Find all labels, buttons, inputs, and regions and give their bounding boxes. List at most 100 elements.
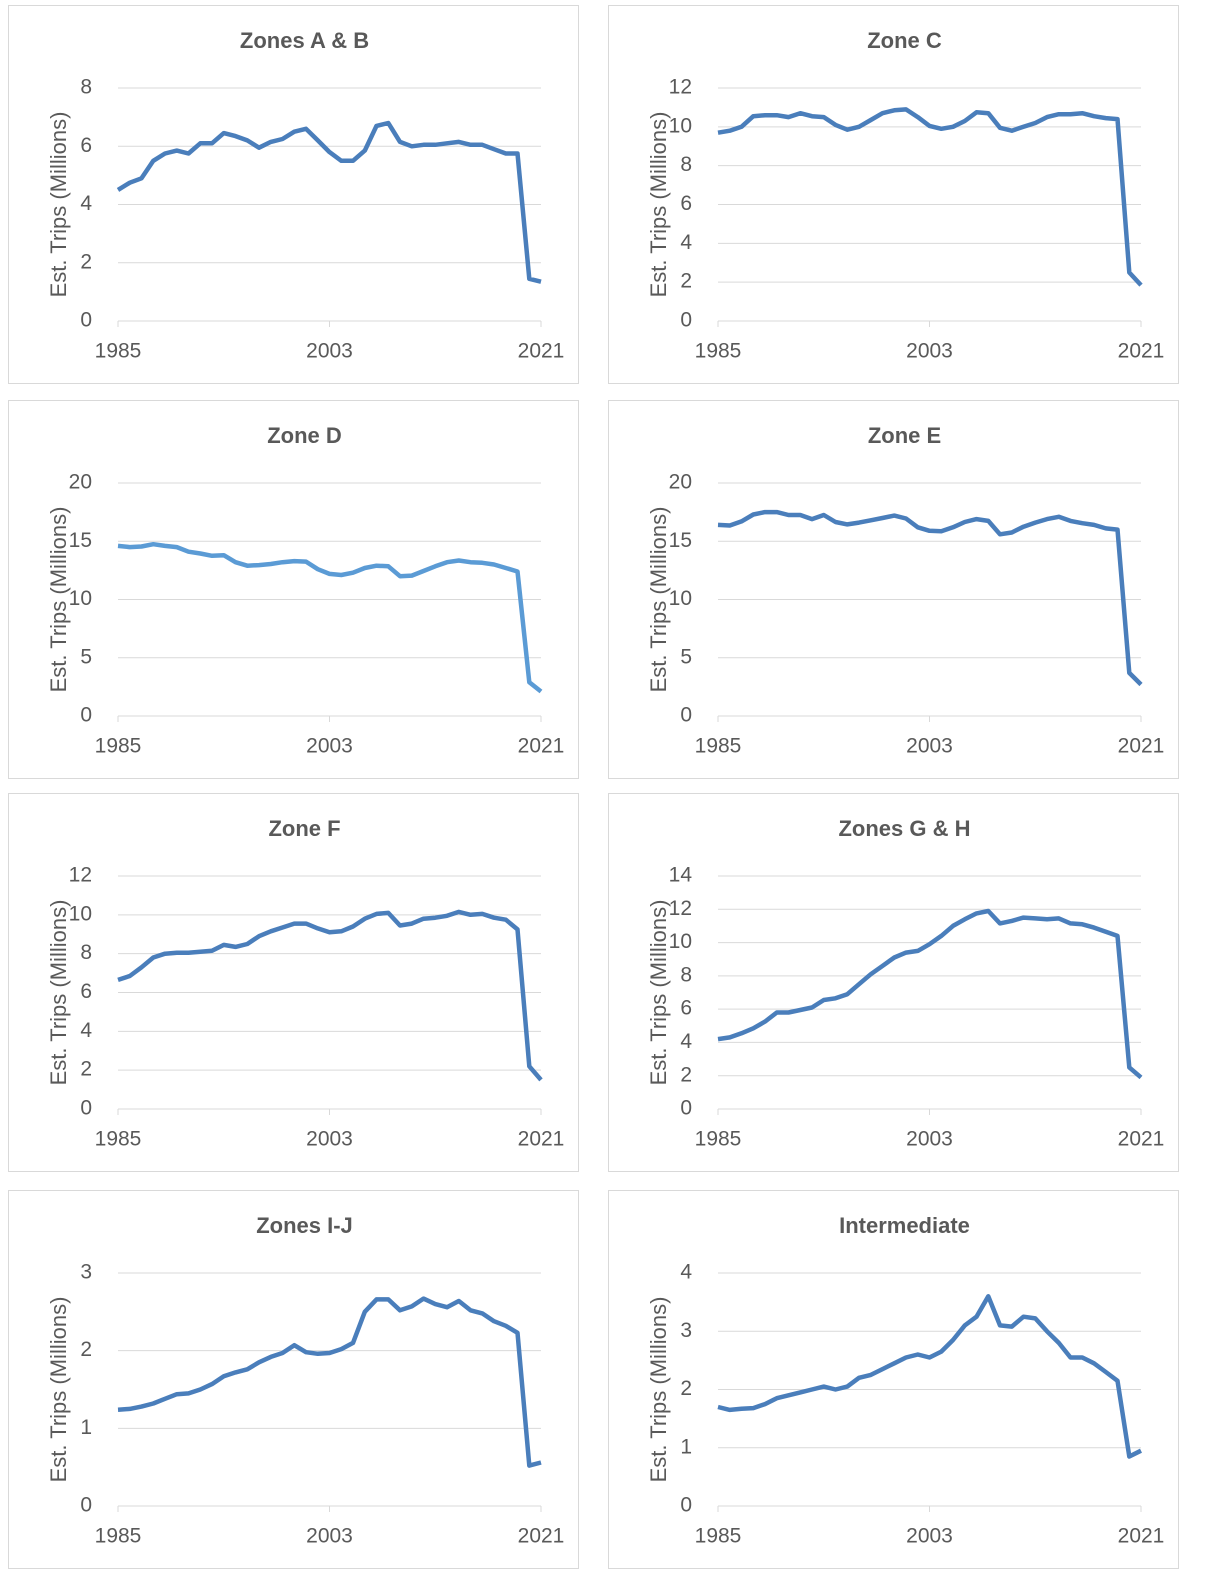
x-tick-label: 2021 <box>1118 340 1165 363</box>
chart-title: Zone E <box>868 423 941 448</box>
y-tick-label: 10 <box>669 114 692 137</box>
y-axis-label: Est. Trips (Millions) <box>646 112 671 298</box>
panel-border <box>8 793 579 1172</box>
x-tick-label: 2003 <box>906 1128 953 1151</box>
data-line <box>717 509 1143 687</box>
y-tick-label: 5 <box>80 645 92 668</box>
y-tick-label: 6 <box>680 192 692 215</box>
y-tick-label: 4 <box>680 231 692 254</box>
chart-panel: Zones I-J Est. Trips (Millions) 0 1 2 3 1985 20… <box>8 1190 579 1569</box>
data-line <box>117 909 543 1082</box>
y-tick-label: 2 <box>680 1063 692 1086</box>
y-axis-label: Est. Trips (Millions) <box>46 1297 71 1483</box>
chart-title: Zones I-J <box>256 1213 353 1238</box>
y-tick-label: 3 <box>680 1319 692 1342</box>
y-tick-label: 0 <box>80 1494 92 1517</box>
x-tick-label: 1985 <box>95 340 142 363</box>
y-tick-label: 0 <box>680 704 692 727</box>
panel-border <box>8 400 579 779</box>
y-tick-label: 2 <box>680 270 692 293</box>
chart-title: Zones A & B <box>240 28 369 53</box>
chart-title: Zone D <box>267 423 342 448</box>
chart-panel: Zones G & H Est. Trips (Millions) 0 2 4 6 8 10 1… <box>608 793 1179 1172</box>
chart-panel: Zone E Est. Trips (Millions) 0 5 10 15 20 1985 2… <box>608 400 1179 779</box>
y-tick-label: 12 <box>669 897 692 920</box>
x-tick-label: 2003 <box>306 735 353 758</box>
x-tick-label: 2003 <box>906 735 953 758</box>
y-tick-label: 4 <box>80 192 92 215</box>
y-tick-label: 6 <box>80 134 92 157</box>
y-tick-label: 0 <box>80 1097 92 1120</box>
y-tick-label: 10 <box>669 587 692 610</box>
y-tick-label: 14 <box>669 864 693 887</box>
y-tick-label: 8 <box>680 153 692 176</box>
y-axis-label: Est. Trips (Millions) <box>646 507 671 693</box>
y-tick-label: 4 <box>80 1019 92 1042</box>
panel-border <box>608 793 1179 1172</box>
chart-panel: Zone C Est. Trips (Millions) 0 2 4 6 8 10 12 1985… <box>608 5 1179 384</box>
y-tick-label: 4 <box>680 1261 692 1284</box>
x-tick-label: 2021 <box>1118 735 1165 758</box>
y-tick-label: 15 <box>669 529 692 552</box>
y-axis-label: Est. Trips (Millions) <box>646 1297 671 1483</box>
y-tick-label: 10 <box>69 587 92 610</box>
y-tick-label: 5 <box>680 645 692 668</box>
y-tick-label: 6 <box>80 980 92 1003</box>
data-line <box>717 908 1143 1080</box>
x-tick-label: 2021 <box>518 340 565 363</box>
y-tick-label: 2 <box>680 1377 692 1400</box>
data-line <box>117 1296 542 1468</box>
x-tick-label: 2021 <box>518 1128 565 1151</box>
chart-title: Zone F <box>268 816 340 841</box>
y-tick-label: 0 <box>80 704 92 727</box>
y-axis-label: Est. Trips (Millions) <box>46 900 71 1086</box>
data-line <box>116 120 542 284</box>
y-tick-label: 4 <box>680 1030 692 1053</box>
data-line <box>117 541 543 694</box>
x-tick-label: 1985 <box>95 1128 142 1151</box>
y-tick-label: 1 <box>680 1435 692 1458</box>
y-axis-label: Est. Trips (Millions) <box>46 112 71 298</box>
chart-panel: Zones A & B Est. Trips (Millions) 0 2 4 6 8 198… <box>8 5 579 384</box>
x-tick-label: 1985 <box>695 1525 742 1548</box>
y-tick-label: 2 <box>80 250 92 273</box>
y-tick-label: 15 <box>69 529 92 552</box>
y-tick-label: 20 <box>69 471 92 494</box>
y-tick-label: 3 <box>80 1261 92 1284</box>
y-tick-label: 0 <box>680 309 692 332</box>
y-tick-label: 12 <box>69 864 92 887</box>
x-tick-label: 2003 <box>906 340 953 363</box>
chart-panel: Zone D Est. Trips (Millions) 0 5 10 15 20 1985 2… <box>8 400 579 779</box>
x-tick-label: 1985 <box>695 735 742 758</box>
panel-border <box>8 1190 579 1569</box>
y-tick-label: 2 <box>80 1338 92 1361</box>
x-tick-label: 2021 <box>1118 1525 1165 1548</box>
y-axis-label: Est. Trips (Millions) <box>46 507 71 693</box>
x-tick-label: 1985 <box>95 1525 142 1548</box>
chart-title: Zone C <box>867 28 942 53</box>
x-tick-label: 1985 <box>695 340 742 363</box>
x-tick-label: 2021 <box>518 735 565 758</box>
y-tick-label: 10 <box>69 902 92 925</box>
x-tick-label: 2021 <box>518 1525 565 1548</box>
chart-panel: Zone F Est. Trips (Millions) 0 2 4 6 8 10 12 1985… <box>8 793 579 1172</box>
y-tick-label: 8 <box>80 76 92 99</box>
panel-border <box>608 5 1179 384</box>
x-tick-label: 2003 <box>306 340 353 363</box>
panel-border <box>8 5 579 384</box>
panel-border <box>608 400 1179 779</box>
x-tick-label: 2003 <box>906 1525 953 1548</box>
chart-panel: Intermediate Est. Trips (Millions) 0 1 2 3 4 19… <box>608 1190 1179 1569</box>
x-tick-label: 1985 <box>695 1128 742 1151</box>
y-tick-label: 2 <box>80 1058 92 1081</box>
panel-border <box>608 1190 1179 1569</box>
y-tick-label: 0 <box>680 1494 692 1517</box>
y-tick-label: 0 <box>680 1097 692 1120</box>
y-axis-label: Est. Trips (Millions) <box>646 900 671 1086</box>
y-tick-label: 20 <box>669 471 692 494</box>
y-tick-label: 10 <box>669 930 692 953</box>
x-tick-label: 2003 <box>306 1525 353 1548</box>
x-tick-label: 2003 <box>306 1128 353 1151</box>
y-tick-label: 1 <box>80 1416 92 1439</box>
